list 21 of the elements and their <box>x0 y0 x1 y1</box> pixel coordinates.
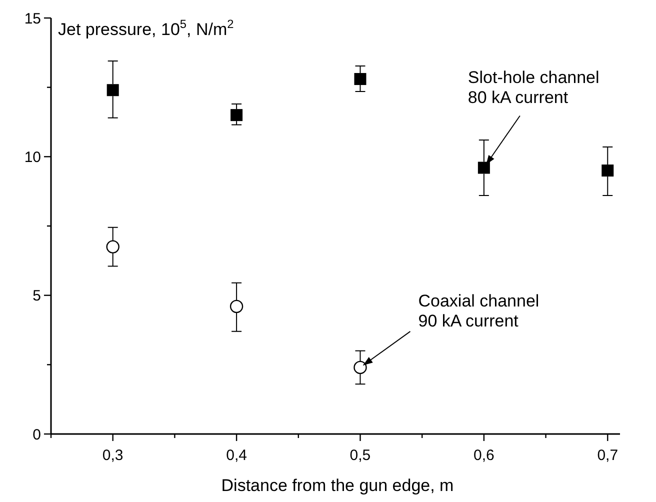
y-tick-label: 10 <box>24 148 41 166</box>
x-tick-label: 0,7 <box>597 447 618 464</box>
y-axis-title: Jet pressure, 10$^{5}$, N/m$^{2}$ <box>58 17 234 39</box>
x-tick-label: 0,3 <box>102 447 124 464</box>
point <box>106 84 119 96</box>
x-tick-label: 0,4 <box>226 447 247 464</box>
x-tick-label: 0,6 <box>474 447 494 464</box>
point <box>354 73 366 86</box>
annotation: Slot-hole channel 80 kA current <box>468 68 600 107</box>
point <box>230 109 243 122</box>
y-tick-label: 5 <box>32 288 41 305</box>
point <box>478 162 490 174</box>
x-axis-title: Distance from the gun edge, m <box>221 476 454 495</box>
y-tick-label: 15 <box>24 10 41 28</box>
point <box>602 164 614 177</box>
y-tick-label: 0 <box>32 426 41 444</box>
x-tick-label: 0,5 <box>350 447 371 464</box>
point <box>230 300 244 314</box>
point <box>354 360 367 374</box>
point <box>106 240 120 254</box>
annotation: Coaxial channel 90 kA current <box>418 291 540 330</box>
